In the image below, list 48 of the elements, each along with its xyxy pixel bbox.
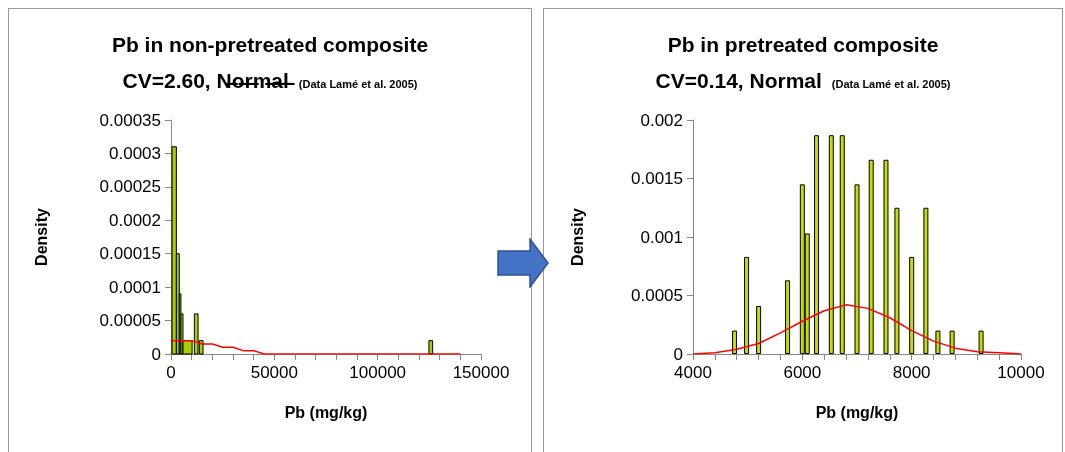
bar — [909, 256, 915, 354]
bar — [828, 135, 834, 354]
bar — [949, 330, 955, 354]
bar — [868, 159, 874, 354]
bar — [785, 280, 791, 354]
y-tick-label: 0.001 — [640, 227, 683, 247]
y-tick-label: 0.0005 — [631, 286, 683, 305]
y-tick-label: 0.00015 — [99, 244, 161, 264]
y-axis-title: Density — [568, 208, 586, 266]
x-tick-label: 100000 — [349, 363, 407, 382]
bar — [854, 184, 860, 354]
x-tick-label: 10000 — [997, 363, 1045, 382]
y-tick-label: 0.0015 — [631, 169, 683, 188]
chart-subtitle: CV=0.14, Normal — [655, 69, 822, 92]
bar — [923, 207, 929, 354]
y-tick-label: 0.00025 — [99, 177, 161, 197]
y-tick-label: 0 — [673, 344, 683, 364]
bar — [814, 135, 820, 354]
bar — [732, 330, 738, 354]
y-axis-title: Density — [32, 208, 50, 266]
y-tick-label: 0 — [151, 344, 161, 364]
bar — [839, 135, 845, 354]
bar — [935, 330, 941, 354]
x-tick-label: 6000 — [783, 363, 822, 382]
y-tick-label: 0.00035 — [99, 110, 161, 130]
chart-subtitle: CV=2.60, N̶o̶r̶m̶a̶l̶ — [122, 69, 295, 92]
bar — [744, 256, 750, 354]
x-tick-label: 8000 — [892, 363, 931, 382]
x-tick-label: 4000 — [674, 363, 712, 382]
bar — [883, 159, 889, 354]
x-tick-label: 150000 — [452, 363, 510, 382]
y-tick-label: 0.0002 — [109, 210, 161, 230]
chart-title: Pb in non-pretreated composite — [111, 33, 429, 56]
x-axis-title: Pb (mg/kg) — [815, 403, 899, 421]
x-tick-label: 0 — [166, 363, 176, 382]
y-tick-label: 0.0003 — [109, 143, 161, 163]
x-tick-label: 50000 — [250, 363, 298, 382]
bar — [978, 330, 984, 354]
bar — [894, 207, 900, 354]
x-axis-title: Pb (mg/kg) — [284, 403, 368, 421]
y-tick-label: 0.0001 — [109, 277, 161, 297]
bar — [756, 306, 762, 354]
line-series — [170, 339, 462, 355]
y-tick-label: 0.002 — [640, 110, 683, 130]
y-tick-label: 0.00005 — [99, 311, 161, 331]
chart-title: Pb in pretreated composite — [667, 33, 939, 56]
text: (Data Lamé et al. 2005) — [831, 77, 951, 90]
text: (Data Lamé et al. 2005) — [298, 77, 418, 90]
